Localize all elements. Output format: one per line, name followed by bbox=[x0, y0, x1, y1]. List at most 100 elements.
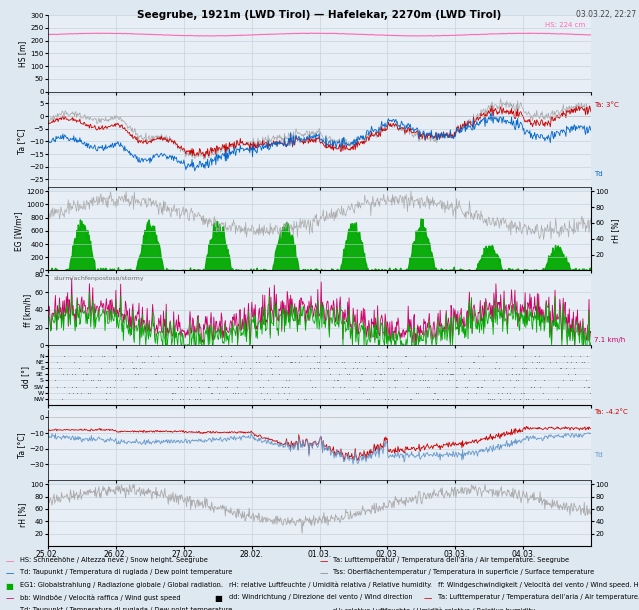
Point bbox=[116, 376, 126, 386]
Point bbox=[350, 357, 360, 367]
Point bbox=[565, 376, 575, 386]
Point bbox=[139, 357, 150, 367]
Point bbox=[553, 382, 563, 392]
Point bbox=[186, 370, 196, 379]
Point bbox=[85, 388, 95, 398]
Point bbox=[406, 394, 416, 404]
Point bbox=[478, 351, 488, 361]
Point bbox=[222, 394, 232, 404]
Point bbox=[369, 376, 379, 386]
Point bbox=[464, 376, 474, 386]
Point bbox=[371, 357, 381, 367]
Point bbox=[121, 394, 132, 404]
Point bbox=[461, 394, 472, 404]
Point bbox=[515, 394, 525, 404]
Text: —: — bbox=[320, 569, 330, 578]
Point bbox=[401, 351, 412, 361]
Point bbox=[284, 388, 295, 398]
Text: —: — bbox=[6, 607, 17, 610]
Point bbox=[265, 394, 275, 404]
Point bbox=[108, 351, 118, 361]
Point bbox=[443, 357, 454, 367]
Y-axis label: ff [km/h]: ff [km/h] bbox=[23, 293, 32, 326]
Y-axis label: Ta [°C]: Ta [°C] bbox=[17, 432, 26, 458]
Point bbox=[374, 376, 384, 386]
Point bbox=[486, 394, 496, 404]
Point bbox=[402, 382, 412, 392]
Point bbox=[195, 388, 205, 398]
Point bbox=[399, 370, 409, 379]
Point bbox=[298, 394, 309, 404]
Point bbox=[262, 388, 272, 398]
Point bbox=[58, 351, 68, 361]
Point bbox=[150, 370, 160, 379]
Point bbox=[356, 370, 366, 379]
Point bbox=[543, 394, 553, 404]
Point bbox=[511, 370, 521, 379]
Point bbox=[165, 351, 175, 361]
Point bbox=[131, 363, 141, 373]
Point bbox=[435, 370, 445, 379]
Point bbox=[102, 382, 112, 392]
Point bbox=[511, 376, 521, 386]
Point bbox=[236, 363, 246, 373]
Point bbox=[215, 351, 226, 361]
Point bbox=[153, 351, 163, 361]
Point bbox=[504, 388, 514, 398]
Point bbox=[337, 357, 347, 367]
Point bbox=[495, 394, 505, 404]
Y-axis label: Ta [°C]: Ta [°C] bbox=[17, 129, 26, 154]
Point bbox=[497, 388, 507, 398]
Point bbox=[206, 388, 216, 398]
Point bbox=[50, 376, 61, 386]
Point bbox=[357, 370, 367, 379]
Point bbox=[521, 363, 531, 373]
Point bbox=[378, 357, 388, 367]
Point bbox=[112, 363, 123, 373]
Text: —: — bbox=[424, 582, 435, 591]
Point bbox=[206, 376, 217, 386]
Text: —: — bbox=[424, 595, 435, 603]
Point bbox=[513, 376, 523, 386]
Point bbox=[263, 376, 273, 386]
Point bbox=[433, 394, 443, 404]
Point bbox=[371, 376, 381, 386]
Point bbox=[305, 363, 316, 373]
Point bbox=[84, 357, 95, 367]
Point bbox=[192, 376, 202, 386]
Point bbox=[205, 376, 215, 386]
Point bbox=[101, 388, 111, 398]
Point bbox=[157, 363, 167, 373]
Point bbox=[374, 376, 385, 386]
Point bbox=[245, 370, 256, 379]
Point bbox=[428, 394, 438, 404]
Text: HS: 224 cm: HS: 224 cm bbox=[546, 22, 586, 27]
Point bbox=[583, 382, 594, 392]
Point bbox=[370, 370, 380, 379]
Point bbox=[392, 376, 403, 386]
Text: Td: Td bbox=[594, 171, 603, 177]
Point bbox=[283, 382, 293, 392]
Point bbox=[491, 357, 501, 367]
Point bbox=[507, 363, 518, 373]
Point bbox=[529, 382, 539, 392]
Point bbox=[419, 351, 429, 361]
Point bbox=[452, 382, 462, 392]
Point bbox=[377, 376, 387, 386]
Point bbox=[329, 376, 339, 386]
Text: bb: Windböe / Velocità raffica / Wind gust speed: bb: Windböe / Velocità raffica / Wind gu… bbox=[20, 595, 181, 601]
Point bbox=[307, 382, 318, 392]
Point bbox=[77, 370, 88, 379]
Point bbox=[562, 357, 573, 367]
Point bbox=[190, 394, 201, 404]
Point bbox=[284, 376, 294, 386]
Point bbox=[520, 388, 530, 398]
Point bbox=[43, 382, 53, 392]
Point bbox=[429, 388, 439, 398]
Point bbox=[334, 382, 344, 392]
Point bbox=[323, 363, 334, 373]
Point bbox=[471, 388, 481, 398]
Point bbox=[167, 394, 178, 404]
Point bbox=[64, 388, 74, 398]
Point bbox=[392, 394, 402, 404]
